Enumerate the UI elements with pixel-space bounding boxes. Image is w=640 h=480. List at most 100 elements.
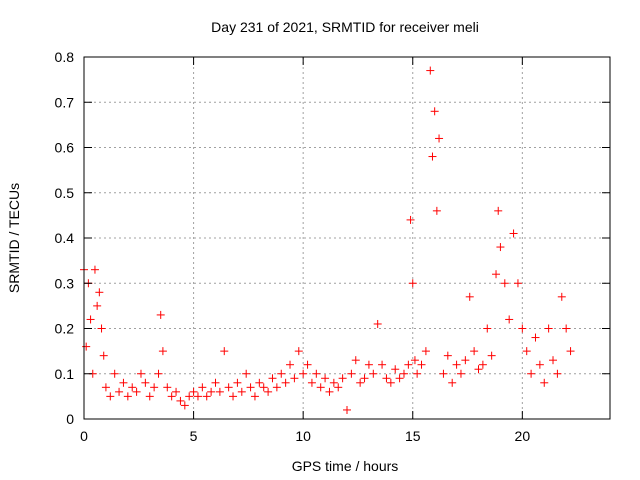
data-point [531, 333, 540, 342]
x-tick-label: 5 [190, 428, 198, 444]
data-point [430, 107, 439, 116]
x-tick-label: 0 [80, 428, 88, 444]
y-tick-label: 0.8 [55, 49, 75, 65]
data-point [215, 387, 224, 396]
data-point [312, 369, 321, 378]
data-point [185, 392, 194, 401]
data-point [478, 360, 487, 369]
data-point [299, 369, 308, 378]
data-point [408, 279, 417, 288]
data-point [410, 356, 419, 365]
data-point [465, 292, 474, 301]
data-point [386, 378, 395, 387]
data-point [141, 378, 150, 387]
data-point [492, 270, 501, 279]
data-point [90, 265, 99, 274]
x-tick-label: 15 [405, 428, 421, 444]
data-point [426, 66, 435, 75]
data-point [229, 392, 238, 401]
data-point [233, 378, 242, 387]
data-point [351, 356, 360, 365]
data-point [86, 315, 95, 324]
data-point [189, 387, 198, 396]
data-point [406, 215, 415, 224]
data-point [176, 396, 185, 405]
data-point [549, 356, 558, 365]
data-point [150, 383, 159, 392]
data-point [325, 387, 334, 396]
data-point [509, 229, 518, 238]
data-point [461, 356, 470, 365]
data-point [373, 319, 382, 328]
data-point [154, 369, 163, 378]
data-point [391, 365, 400, 374]
data-point [99, 351, 108, 360]
data-point [277, 369, 286, 378]
data-point [364, 360, 373, 369]
data-point [115, 387, 124, 396]
data-point [382, 374, 391, 383]
data-point [136, 369, 145, 378]
data-points [80, 66, 575, 414]
y-tick-label: 0 [66, 411, 74, 427]
data-point [369, 369, 378, 378]
axis-ticks: 0 0.1 0.2 0.3 0.4 0.5 0.6 0.7 0.8 0 5 10 15 20 [55, 49, 610, 444]
x-tick-label: 10 [295, 428, 311, 444]
data-point [378, 360, 387, 369]
data-point [356, 378, 365, 387]
data-point [294, 347, 303, 356]
data-point [487, 351, 496, 360]
data-point [522, 347, 531, 356]
data-point [246, 383, 255, 392]
data-point [428, 152, 437, 161]
data-point [316, 383, 325, 392]
y-tick-label: 0.2 [55, 321, 75, 337]
data-point [237, 387, 246, 396]
data-point [432, 206, 441, 215]
data-point [272, 383, 281, 392]
data-point [132, 387, 141, 396]
y-tick-label: 0.6 [55, 140, 75, 156]
data-point [156, 310, 165, 319]
data-point [494, 206, 503, 215]
data-point [163, 383, 172, 392]
data-point [198, 383, 207, 392]
y-tick-label: 0.4 [55, 230, 75, 246]
data-point [413, 369, 422, 378]
data-point [110, 369, 119, 378]
x-tick-label: 20 [515, 428, 531, 444]
data-point [290, 374, 299, 383]
data-point [456, 369, 465, 378]
data-point [106, 392, 115, 401]
data-point [95, 288, 104, 297]
data-point [101, 383, 110, 392]
data-point [286, 360, 295, 369]
data-point [193, 392, 202, 401]
data-point [399, 369, 408, 378]
data-point [360, 374, 369, 383]
data-point [145, 392, 154, 401]
data-point [443, 351, 452, 360]
data-point [566, 347, 575, 356]
data-point [207, 387, 216, 396]
data-point [220, 347, 229, 356]
data-point [483, 324, 492, 333]
data-point [321, 374, 330, 383]
data-point [202, 392, 211, 401]
data-point [250, 392, 259, 401]
data-point [180, 401, 189, 410]
data-point [395, 374, 404, 383]
x-axis-label: GPS time / hours [292, 458, 399, 474]
y-tick-label: 0.5 [55, 185, 75, 201]
data-point [518, 324, 527, 333]
data-point [343, 405, 351, 414]
data-point [496, 243, 505, 252]
y-tick-label: 0.3 [55, 275, 75, 291]
data-point [562, 324, 571, 333]
data-point [500, 279, 509, 288]
data-point [535, 360, 544, 369]
data-point [553, 369, 562, 378]
data-point [242, 369, 251, 378]
data-point [307, 378, 316, 387]
